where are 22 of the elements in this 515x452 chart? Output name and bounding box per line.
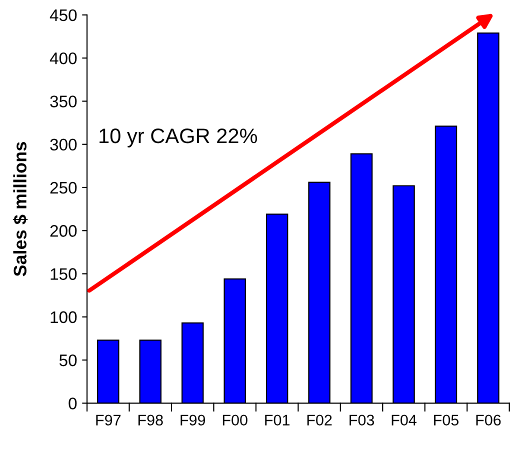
y-tick-label: 200	[50, 225, 77, 237]
y-tick-label: 300	[50, 138, 77, 151]
x-tick-label: F06	[476, 414, 501, 426]
y-tick-label: 250	[50, 182, 77, 194]
x-tick-label: F05	[434, 414, 459, 426]
x-tick-label: F01	[265, 414, 290, 426]
x-tick-label: F98	[138, 414, 163, 426]
x-tick-label: F02	[307, 414, 332, 426]
x-tick-label: F00	[222, 414, 248, 426]
y-tick-label: 50	[59, 354, 77, 366]
y-tick-label: 0	[68, 398, 77, 410]
x-tick-label: F97	[96, 414, 121, 426]
y-tick-label: 400	[50, 52, 77, 64]
annotation: 10 yr CAGR 22%	[100, 128, 258, 148]
x-tick-label: F03	[350, 414, 374, 426]
y-axis-title: Sales $ millions	[12, 142, 28, 276]
x-tick-label: F04	[392, 414, 416, 426]
y-tick-label: 100	[50, 311, 77, 324]
x-tick-label: F99	[180, 414, 206, 426]
y-tick-label: 150	[50, 268, 77, 280]
y-tick-label: 450	[50, 9, 77, 22]
y-tick-label: 350	[50, 96, 77, 108]
